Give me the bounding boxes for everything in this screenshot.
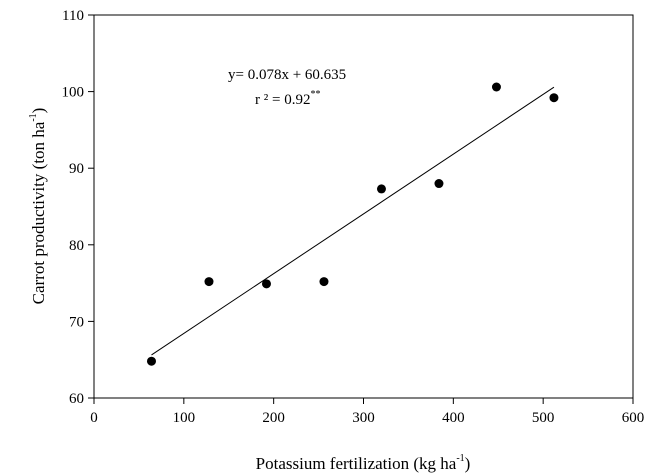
y-axis: 60 70 80 90 100 110 [62, 8, 94, 407]
y-tick-label: 60 [69, 391, 84, 407]
x-tick-label: 200 [262, 410, 285, 426]
x-tick-label: 300 [352, 410, 375, 426]
data-point [319, 277, 329, 287]
x-tick-label: 100 [173, 410, 196, 426]
regression-equation: y= 0.078x + 60.635 [228, 67, 346, 83]
y-tick-label: 110 [62, 8, 84, 24]
x-tick-label: 500 [532, 410, 555, 426]
y-tick-label: 90 [69, 161, 84, 177]
data-point [549, 93, 559, 103]
y-axis-title: Carrot productivity (ton ha-1) [28, 108, 48, 305]
regression-line [151, 86, 555, 356]
data-point [204, 277, 214, 287]
data-point [434, 179, 444, 189]
y-tick-label: 70 [69, 314, 84, 330]
x-axis: 0 100 200 300 400 500 600 [90, 398, 644, 426]
x-tick-label: 600 [622, 410, 645, 426]
data-point [146, 356, 156, 366]
data-point [491, 82, 501, 92]
y-tick-label: 80 [69, 238, 84, 254]
x-tick-label: 0 [90, 410, 98, 426]
plot-frame [93, 14, 634, 399]
data-point [376, 184, 386, 194]
x-tick-label: 400 [442, 410, 465, 426]
y-tick-label: 100 [62, 85, 85, 101]
r-squared-label: r ² = 0.92** [255, 89, 320, 108]
x-axis-title: Potassium fertilization (kg ha-1) [256, 453, 471, 473]
data-point [261, 279, 271, 289]
data-points [146, 82, 559, 366]
